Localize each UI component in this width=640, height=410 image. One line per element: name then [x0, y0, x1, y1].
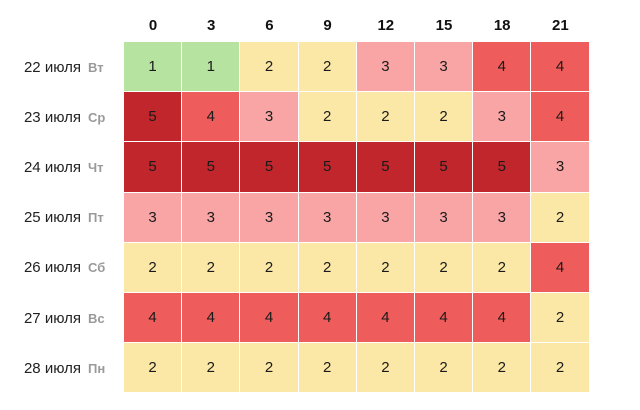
heatmap-cell: 5: [415, 142, 473, 192]
heatmap-cell: 1: [182, 42, 240, 92]
heatmap-cell: 4: [298, 293, 356, 343]
heatmap-cell: 2: [124, 343, 182, 393]
date-label: 23 июля: [23, 108, 81, 126]
hour-label-12: 12: [377, 17, 395, 34]
heatmap-cell: 2: [356, 343, 414, 393]
date-label: 24 июля: [23, 158, 81, 176]
heatmap-cell: 2: [298, 343, 356, 393]
heatmap-cell: 2: [531, 192, 589, 242]
hour-label-3: 3: [207, 17, 216, 34]
heatmap-cell: 2: [298, 92, 356, 142]
heatmap-cell: 4: [473, 293, 531, 343]
heatmap-cell: 3: [531, 142, 589, 192]
heatmap-cell: 2: [298, 242, 356, 292]
hour-label-18: 18: [493, 17, 511, 34]
row-label: 27 июля Вс: [0, 293, 120, 343]
heatmap-cell: 2: [415, 242, 473, 292]
heatmap-cell: 2: [356, 242, 414, 292]
weekday-label: Вт: [88, 59, 104, 75]
heatmap-cell: 3: [473, 92, 531, 142]
heatmap-cell: 2: [298, 42, 356, 92]
heatmap-cell: 3: [240, 92, 298, 142]
heatmap-cell: 5: [473, 142, 531, 192]
heatmap-cell: 5: [182, 142, 240, 192]
weekday-label: Чт: [88, 159, 104, 175]
heatmap-cell: 3: [356, 192, 414, 242]
heatmap-cell: 2: [473, 343, 531, 393]
heatmap-cell: 4: [473, 42, 531, 92]
weekday-label: Ср: [88, 109, 106, 125]
date-label: 26 июля: [23, 259, 81, 277]
heatmap-cell: 2: [240, 42, 298, 92]
hour-label-9: 9: [323, 17, 332, 34]
date-label: 28 июля: [23, 359, 81, 377]
heatmap-cell: 4: [124, 293, 182, 343]
heatmap-cell: 3: [124, 192, 182, 242]
hour-label-21: 21: [552, 17, 569, 34]
heatmap-cell: 2: [182, 242, 240, 292]
weekday-label: Пн: [88, 360, 106, 376]
heatmap-cell: 2: [356, 92, 414, 142]
heatmap-cell: 3: [298, 192, 356, 242]
heatmap-cell: 5: [124, 92, 182, 142]
row-label: 26 июля Сб: [0, 243, 120, 293]
heatmap-cell: 3: [356, 42, 414, 92]
heatmap-cell: 4: [182, 293, 240, 343]
heatmap-cell: 3: [473, 192, 531, 242]
heatmap-cell: 4: [415, 293, 473, 343]
heatmap-cell: 2: [182, 343, 240, 393]
heatmap-cell: 2: [124, 242, 182, 292]
row-label: 28 июля Пн: [0, 343, 120, 393]
heatmap-cell: 1: [124, 42, 182, 92]
heatmap-cell: 4: [531, 92, 589, 142]
weekday-label: Сб: [88, 260, 106, 276]
heatmap-cell: 2: [240, 343, 298, 393]
row-label: 25 июля Пт: [0, 193, 120, 243]
heatmap-cell: 3: [240, 192, 298, 242]
heatmap-cell: 2: [531, 343, 589, 393]
heatmap-cell: 2: [415, 92, 473, 142]
row-label: 22 июля Вт: [0, 42, 120, 92]
row-label: 24 июля Чт: [0, 142, 120, 192]
heatmap-cell: 3: [415, 192, 473, 242]
heatmap-cell: 4: [240, 293, 298, 343]
heatmap-cell: 4: [182, 92, 240, 142]
hour-label-6: 6: [265, 17, 274, 34]
heatmap-cell: 3: [415, 42, 473, 92]
hour-label-15: 15: [435, 17, 453, 34]
heatmap-cell: 4: [531, 242, 589, 292]
heatmap-cell: 4: [356, 293, 414, 343]
row-label: 23 июля Ср: [0, 92, 120, 142]
heatmap-cell: 5: [240, 142, 298, 192]
heatmap-cell: 5: [124, 142, 182, 192]
hour-label-0: 0: [148, 17, 158, 34]
heatmap-cell: 5: [298, 142, 356, 192]
weekday-label: Вс: [88, 310, 105, 326]
heatmap-cell: 5: [356, 142, 414, 192]
date-label: 25 июля: [23, 209, 81, 227]
heatmap-cell: 2: [415, 343, 473, 393]
heatmap-cell: 2: [473, 242, 531, 292]
date-label: 22 июля: [23, 58, 81, 76]
heatmap-cell: 3: [182, 192, 240, 242]
heatmap-cell: 4: [531, 42, 589, 92]
heatmap-cell: 2: [531, 293, 589, 343]
date-label: 27 июля: [23, 309, 81, 327]
heatmap-cell: 2: [240, 242, 298, 292]
weekday-label: Пт: [88, 210, 104, 226]
